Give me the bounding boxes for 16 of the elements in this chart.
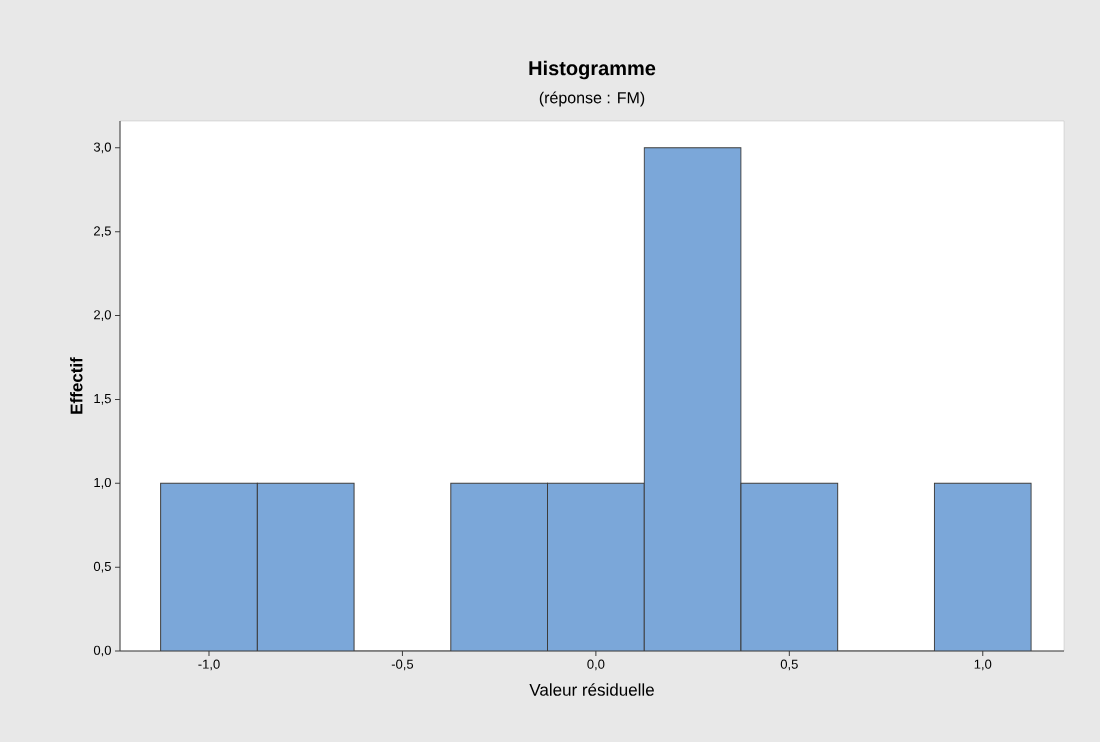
y-tick-label: 0,0: [93, 645, 111, 657]
y-tick-label: 1,5: [94, 394, 111, 405]
y-tick-label: 0,5: [93, 561, 111, 573]
x-tick-label: 1,0: [974, 659, 992, 671]
y-tick-label: 2,0: [94, 310, 111, 321]
x-axis-title: Valeur résiduelle: [529, 683, 654, 696]
chart-subtitle: (réponse : FM): [539, 91, 645, 107]
x-tick-label: 0,0: [587, 659, 605, 671]
x-tick-label: -0,5: [391, 659, 414, 671]
x-tick-label: -1,0: [198, 659, 220, 671]
y-axis-title: Effectif: [70, 357, 83, 414]
chart-title: Histogramme: [529, 60, 656, 80]
y-tick-label: 3,0: [93, 142, 111, 154]
x-tick-label: 0,5: [780, 659, 798, 671]
y-tick-label: 2,5: [94, 226, 111, 238]
y-tick-label: 1,0: [94, 477, 111, 489]
